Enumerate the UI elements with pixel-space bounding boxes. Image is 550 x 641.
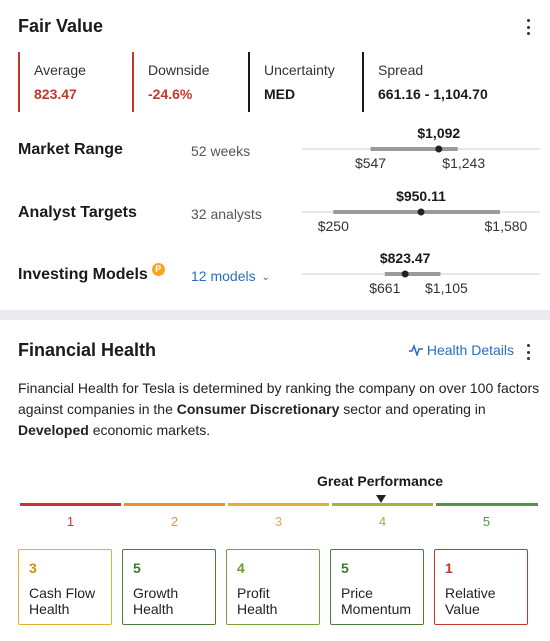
range-current-dot [435, 145, 443, 153]
health-score: 4 [237, 560, 245, 576]
range-current-dot [401, 270, 409, 278]
range-low-label: $250 [318, 218, 349, 234]
fair-value-card: Fair Value Average 823.47 Downside -24.6… [0, 0, 550, 310]
fair-value-menu-icon[interactable] [526, 19, 530, 35]
scale-number: 3 [274, 514, 283, 529]
range-current-label: $950.11 [396, 188, 446, 204]
financial-health-menu-icon[interactable] [526, 344, 530, 360]
range-high-label: $1,243 [442, 155, 485, 171]
health-score: 5 [341, 560, 349, 576]
analyst-targets-sub: 32 analysts [191, 206, 262, 222]
scale-segment-2 [124, 503, 225, 506]
metric-downside: Downside -24.6% [132, 52, 248, 112]
metric-bar [362, 52, 364, 112]
scale-segment-4 [332, 503, 433, 506]
market-range-label: Market Range [18, 141, 123, 158]
desc-text: Financial Health for Tesla is determined… [18, 380, 540, 417]
scale-number: 4 [378, 514, 387, 529]
health-label: Cash Flow Health [29, 585, 96, 617]
metric-bar [18, 52, 20, 112]
chevron-down-icon: ⌄ [261, 272, 270, 283]
health-label: Growth Health [133, 585, 179, 617]
metric-value: MED [264, 86, 296, 102]
scale-segment-5 [436, 503, 538, 506]
range-current-label: $823.47 [380, 250, 431, 266]
metric-spread: Spread 661.16 - 1,104.70 [362, 52, 532, 112]
range-high-label: $1,105 [425, 280, 468, 296]
health-box-relative-value[interactable]: 1 Relative Value [434, 549, 528, 625]
investing-models-text: Investing Models [18, 266, 148, 283]
financial-health-title: Financial Health [18, 340, 157, 360]
scale-number: 5 [482, 514, 491, 529]
models-dropdown[interactable]: 12 models ⌄ [191, 268, 270, 284]
performance-marker-icon [376, 495, 386, 503]
health-label: Relative Value [445, 585, 496, 617]
metric-bar [248, 52, 250, 112]
financial-health-description: Financial Health for Tesla is determined… [18, 378, 540, 441]
investing-models-slider: $823.47 $661 $1,105 [302, 250, 540, 296]
metric-label: Average [34, 62, 86, 78]
analyst-targets-label: Analyst Targets [18, 204, 137, 221]
health-box-cash-flow[interactable]: 3 Cash Flow Health [18, 549, 112, 625]
metric-label: Downside [148, 62, 210, 78]
range-current-dot [417, 208, 425, 216]
scale-number: 1 [66, 514, 75, 529]
market-range-slider: $1,092 $547 $1,243 [302, 125, 540, 171]
scale-segment-1 [20, 503, 121, 506]
health-box-growth[interactable]: 5 Growth Health [122, 549, 216, 625]
health-box-profit[interactable]: 4 Profit Health [226, 549, 320, 625]
market-range-sub: 52 weeks [191, 143, 251, 159]
range-high-label: $1,580 [485, 218, 528, 234]
investing-models-label: Investing Models P [18, 263, 165, 284]
scale-number: 2 [170, 514, 179, 529]
models-dropdown-label: 12 models [191, 268, 256, 284]
desc-text: economic markets. [88, 422, 211, 438]
performance-label: Great Performance [316, 473, 444, 489]
desc-text: sector and operating in [339, 401, 486, 417]
metric-average: Average 823.47 [18, 52, 132, 112]
health-label: Profit Health [237, 585, 278, 617]
analyst-targets-slider: $950.11 $250 $1,580 [302, 188, 540, 234]
desc-market: Developed [18, 422, 89, 438]
health-box-price-momentum[interactable]: 5 Price Momentum [330, 549, 424, 625]
desc-sector: Consumer Discretionary [176, 401, 340, 417]
scale-segment-3 [228, 503, 329, 506]
health-label: Price Momentum [341, 585, 412, 617]
health-score: 1 [445, 560, 453, 576]
range-current-label: $1,092 [417, 125, 460, 141]
financial-health-card: Financial Health Health Details Financia… [0, 320, 550, 641]
metric-label: Uncertainty [264, 62, 335, 78]
pulse-icon [408, 344, 423, 356]
pro-badge-icon: P [151, 263, 165, 276]
health-score: 5 [133, 560, 141, 576]
range-low-label: $547 [355, 155, 386, 171]
health-details-link[interactable]: Health Details [408, 342, 514, 358]
metric-uncertainty: Uncertainty MED [248, 52, 362, 112]
health-score: 3 [29, 560, 37, 576]
health-details-label: Health Details [426, 342, 514, 358]
fair-value-title: Fair Value [18, 16, 104, 36]
metric-value: 661.16 - 1,104.70 [378, 86, 488, 102]
metric-label: Spread [378, 62, 424, 78]
metric-bar [132, 52, 134, 112]
range-low-label: $661 [369, 280, 400, 296]
metric-value: 823.47 [34, 86, 77, 102]
metric-value: -24.6% [148, 86, 193, 102]
